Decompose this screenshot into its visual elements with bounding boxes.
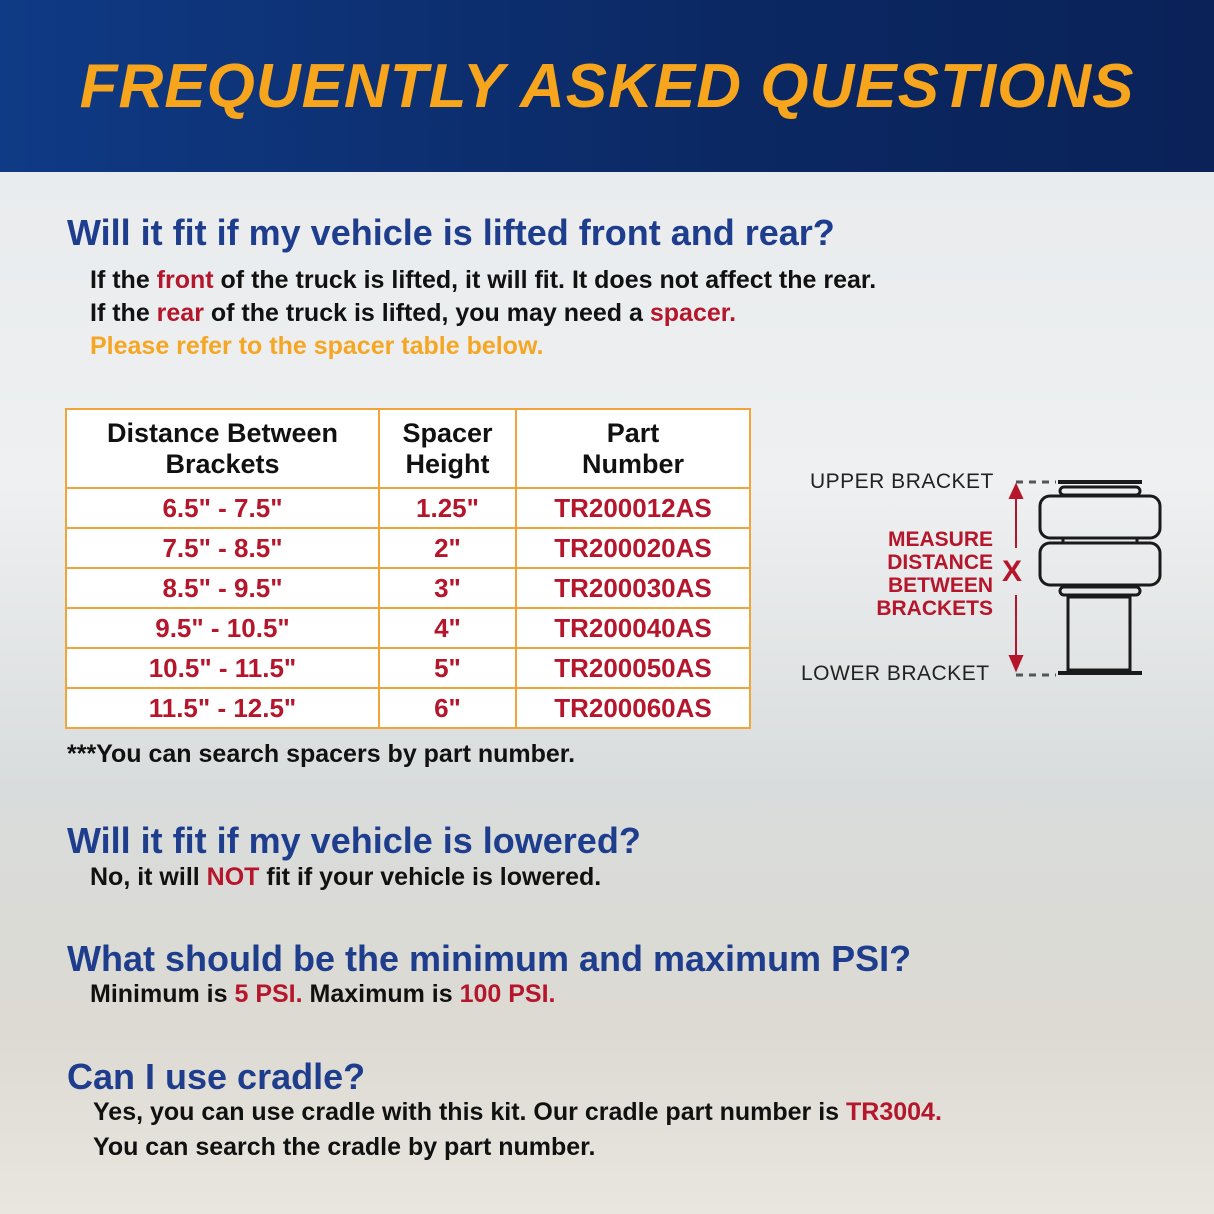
col-header: Part Number — [515, 408, 751, 489]
table-cell: TR200030AS — [515, 567, 751, 609]
faq-answer-lowered: No, it will NOT fit if your vehicle is l… — [90, 863, 602, 891]
table-cell: TR200020AS — [515, 527, 751, 569]
faq-answer-lifted: If the front of the truck is lifted, it … — [90, 266, 877, 360]
col-header: Spacer Height — [378, 408, 517, 489]
table-row: 8.5" - 9.5" 3" TR200030AS — [65, 567, 751, 609]
table-cell: TR200012AS — [515, 487, 751, 529]
col-header: Distance Between Brackets — [65, 408, 380, 489]
table-cell: TR200040AS — [515, 607, 751, 649]
measure-label: MEASURE DISTANCE BETWEEN BRACKETS — [876, 528, 993, 620]
table-cell: 5" — [378, 647, 517, 689]
table-cell: 7.5" - 8.5" — [65, 527, 380, 569]
table-row: 7.5" - 8.5" 2" TR200020AS — [65, 527, 751, 569]
faq-question-cradle: Can I use cradle? — [67, 1056, 366, 1097]
page-title: FREQUENTLY ASKED QUESTIONS — [79, 51, 1135, 121]
table-cell: TR200050AS — [515, 647, 751, 689]
faq-question-lifted: Will it fit if my vehicle is lifted fron… — [67, 212, 835, 253]
table-cell: 9.5" - 10.5" — [65, 607, 380, 649]
table-cell: 8.5" - 9.5" — [65, 567, 380, 609]
table-cell: 3" — [378, 567, 517, 609]
spacer-table: Distance Between Brackets Spacer Height Pa… — [65, 408, 751, 729]
faq-question-psi: What should be the minimum and maximum P… — [67, 938, 912, 979]
faq-answer-cradle: Yes, you can use cradle with this kit. O… — [93, 1098, 942, 1161]
table-cell: 11.5" - 12.5" — [65, 687, 380, 729]
faq-question-lowered: Will it fit if my vehicle is lowered? — [67, 820, 641, 861]
table-cell: 10.5" - 11.5" — [65, 647, 380, 689]
x-label: X — [1002, 555, 1023, 588]
table-cell: 6.5" - 7.5" — [65, 487, 380, 529]
table-row: 9.5" - 10.5" 4" TR200040AS — [65, 607, 751, 649]
table-cell: 2" — [378, 527, 517, 569]
table-row: 11.5" - 12.5" 6" TR200060AS — [65, 687, 751, 729]
table-row: 10.5" - 11.5" 5" TR200050AS — [65, 647, 751, 689]
faq-answer-psi: Minimum is 5 PSI. Maximum is 100 PSI. — [90, 980, 556, 1008]
upper-bracket-label: UPPER BRACKET — [810, 470, 994, 493]
header-banner: FREQUENTLY ASKED QUESTIONS — [0, 0, 1214, 172]
table-cell: 1.25" — [378, 487, 517, 529]
table-cell: 6" — [378, 687, 517, 729]
table-cell: TR200060AS — [515, 687, 751, 729]
table-cell: 4" — [378, 607, 517, 649]
table-note: ***You can search spacers by part number… — [67, 740, 576, 768]
lower-bracket-label: LOWER BRACKET — [801, 662, 990, 685]
table-row: 6.5" - 7.5" 1.25" TR200012AS — [65, 487, 751, 529]
